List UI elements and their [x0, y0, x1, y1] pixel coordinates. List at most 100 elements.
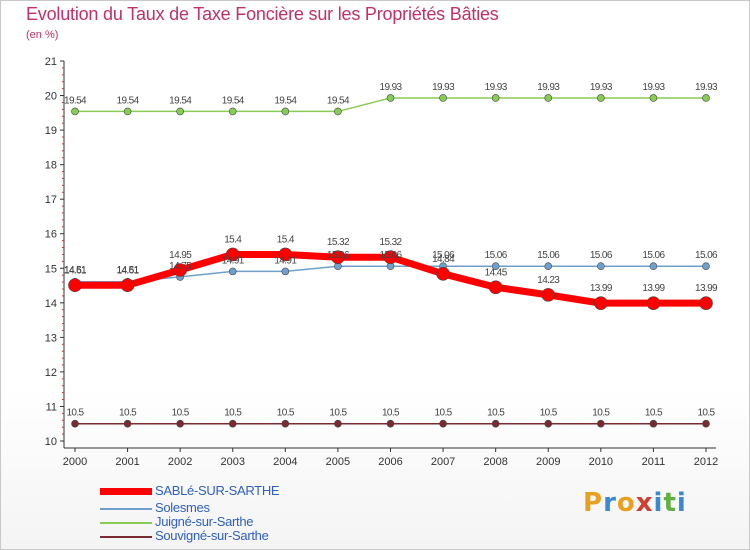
data-label: 14.23 — [537, 275, 560, 286]
data-label: 10.5 — [592, 408, 610, 419]
y-tick-label: 18 — [45, 160, 57, 172]
data-label: 19.54 — [117, 95, 140, 106]
y-tick-label: 10 — [45, 436, 57, 448]
data-point — [702, 419, 710, 428]
data-point — [386, 94, 395, 102]
data-point — [491, 94, 500, 102]
data-label: 19.93 — [432, 82, 455, 93]
data-label: 14.51 — [64, 265, 87, 276]
data-label: 10.5 — [277, 408, 295, 419]
data-point — [278, 247, 293, 262]
data-label: 15.06 — [590, 250, 613, 261]
data-label: 19.93 — [537, 82, 560, 93]
data-point — [439, 94, 447, 102]
x-tick-label: 2003 — [221, 456, 245, 468]
data-label: 10.5 — [224, 408, 242, 419]
x-tick-label: 2011 — [642, 456, 666, 468]
data-point — [281, 419, 290, 428]
y-tick-label: 17 — [45, 194, 57, 206]
data-label: 19.54 — [327, 95, 350, 106]
data-point — [331, 250, 345, 265]
data-point — [383, 250, 398, 265]
data-label: 10.5 — [697, 408, 715, 419]
data-point — [491, 419, 500, 428]
x-tick-label: 2005 — [326, 456, 350, 468]
proxiti-logo: Proxiti — [583, 488, 687, 518]
legend-label: SABLé-SUR-SARTHE — [155, 483, 280, 498]
legend-item-solesmes: Solesmes — [100, 501, 360, 515]
data-point — [646, 296, 661, 310]
data-point — [71, 419, 79, 428]
data-point — [68, 278, 82, 293]
data-label: 15.4 — [224, 234, 242, 245]
data-point — [541, 288, 556, 302]
x-tick-label: 2001 — [115, 456, 139, 468]
data-point — [702, 94, 710, 102]
data-point — [649, 419, 658, 428]
x-tick-label: 2008 — [483, 456, 507, 468]
data-label: 15.06 — [537, 250, 560, 261]
y-tick-label: 13 — [45, 332, 57, 344]
logo-letter: o — [616, 488, 636, 518]
data-label: 10.5 — [66, 408, 84, 419]
x-tick-label: 2007 — [431, 456, 455, 468]
data-point — [699, 296, 713, 310]
data-label: 15.06 — [695, 250, 718, 261]
legend-swatch — [100, 522, 152, 524]
y-tick-label: 11 — [46, 401, 57, 413]
x-tick-label: 2002 — [168, 456, 192, 468]
data-label: 15.32 — [379, 237, 402, 248]
legend-label: Souvigné-sur-Sarthe — [155, 528, 269, 543]
data-label: 10.5 — [119, 408, 137, 419]
logo-letter: P — [583, 488, 604, 518]
data-point — [281, 107, 290, 116]
data-label: 10.5 — [382, 408, 400, 419]
data-label: 10.5 — [487, 408, 505, 419]
data-label: 14.51 — [117, 265, 140, 276]
data-label: 14.61 — [64, 266, 87, 277]
data-point — [544, 94, 553, 102]
data-point — [491, 262, 500, 271]
logo-letter: i — [653, 488, 664, 518]
data-point — [649, 94, 658, 102]
legend-item-sable: SABLé-SUR-SARTHE — [100, 484, 360, 498]
data-label: 14.91 — [222, 255, 245, 266]
y-tick-label: 15 — [45, 263, 57, 275]
logo-letter: r — [603, 488, 617, 518]
legend-label: Juigné-sur-Sarthe — [155, 514, 254, 529]
data-label: 19.93 — [485, 82, 508, 93]
legend-item-souvigne: Souvigné-sur-Sarthe — [100, 529, 360, 543]
legend-label: Solesmes — [155, 500, 210, 515]
data-label: 14.95 — [169, 250, 192, 261]
y-tick-label: 14 — [45, 298, 57, 310]
data-label: 15.4 — [277, 234, 295, 245]
data-label: 19.93 — [379, 82, 402, 93]
y-tick-label: 20 — [45, 91, 57, 103]
data-label: 13.99 — [695, 283, 718, 294]
data-point — [228, 107, 237, 116]
data-label: 19.93 — [642, 82, 665, 93]
data-point — [649, 262, 658, 271]
y-tick-label: 16 — [45, 229, 57, 241]
legend-swatch — [100, 508, 152, 510]
data-point — [281, 267, 290, 276]
data-label: 10.5 — [329, 408, 347, 419]
data-label: 15.06 — [432, 250, 455, 261]
logo-letter: i — [676, 488, 687, 518]
data-label: 19.54 — [169, 95, 192, 106]
x-tick-label: 2004 — [273, 456, 297, 468]
data-label: 14.84 — [432, 254, 455, 265]
data-label: 15.06 — [642, 250, 665, 261]
data-label: 15.06 — [327, 250, 350, 261]
logo-letter: x — [635, 488, 654, 518]
data-label: 14.45 — [485, 267, 508, 278]
logo-letter: t — [663, 488, 677, 518]
data-point — [702, 262, 710, 271]
x-tick-label: 2009 — [536, 456, 560, 468]
data-point — [225, 247, 240, 262]
data-point — [176, 419, 184, 428]
data-label: 15.32 — [327, 237, 350, 248]
data-point — [597, 94, 605, 102]
